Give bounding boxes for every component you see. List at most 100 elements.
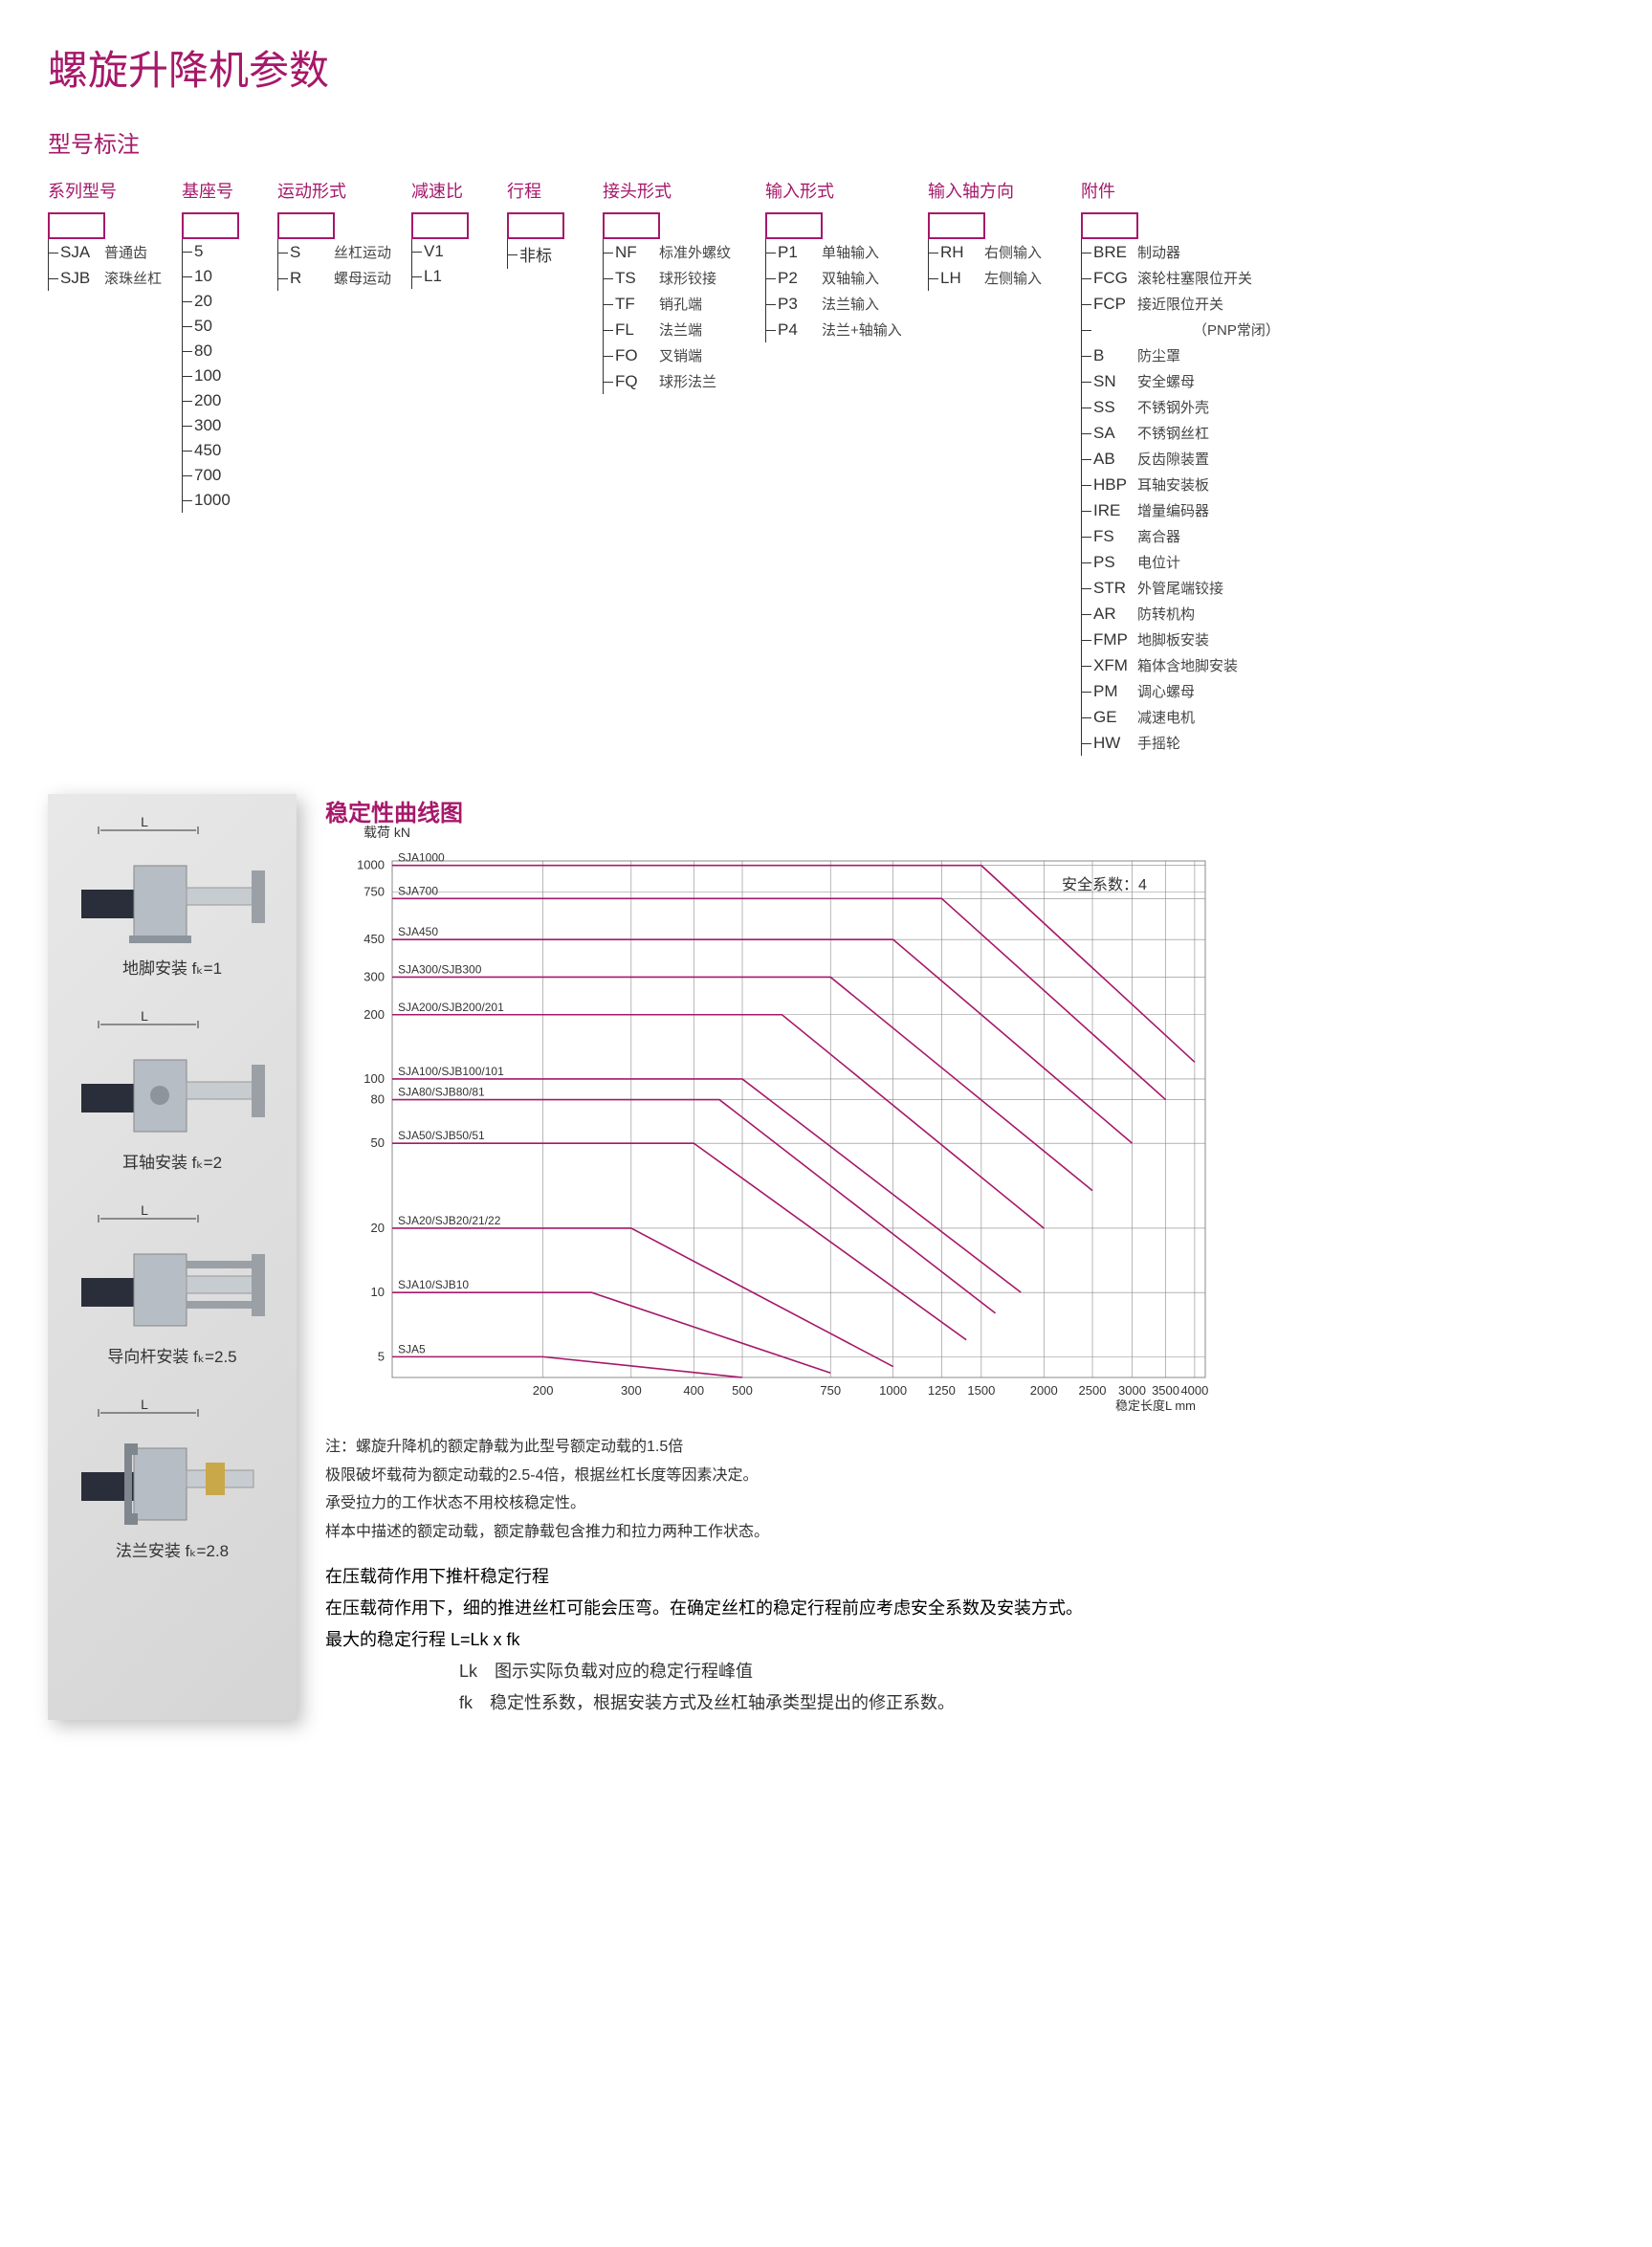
item-code: XFM (1093, 656, 1130, 675)
item-code: 10 (194, 267, 231, 286)
item-code: 50 (194, 317, 231, 336)
item-code: SN (1093, 372, 1130, 391)
svg-text:80: 80 (371, 1092, 385, 1107)
item-desc: 接近限位开关 (1137, 294, 1223, 314)
item-code: P3 (778, 295, 814, 314)
column-header: 运动形式 (277, 178, 392, 203)
svg-text:500: 500 (732, 1383, 753, 1398)
svg-text:1000: 1000 (879, 1383, 907, 1398)
item-desc: （PNP常闭） (1193, 319, 1280, 340)
column-item: 10 (194, 264, 258, 289)
column-item: FO 叉销端 (615, 342, 746, 368)
item-code: PS (1093, 553, 1130, 572)
column-item: 100 (194, 363, 258, 388)
column-item: TS球形铰接 (615, 265, 746, 291)
column-header: 基座号 (182, 178, 258, 203)
svg-text:2500: 2500 (1079, 1383, 1107, 1398)
column-item: SN安全螺母 (1093, 368, 1280, 394)
column-item: NF标准外螺纹 (615, 239, 746, 265)
column-item: 200 (194, 388, 258, 413)
column-item: P4法兰+轴输入 (778, 317, 909, 342)
mount-item: L导向杆安装 fₖ=2.5 (57, 1201, 287, 1367)
item-desc: 箱体含地脚安装 (1137, 655, 1238, 675)
column-item: FQ 球形法兰 (615, 368, 746, 394)
item-desc: 普通齿 (104, 242, 147, 262)
column-item: 20 (194, 289, 258, 314)
item-code: LH (940, 269, 977, 288)
column-item: SJA普通齿 (60, 239, 163, 265)
model-column: 减速比V1L1 (411, 178, 488, 289)
svg-text:SJA20/SJB20/21/22: SJA20/SJB20/21/22 (398, 1214, 501, 1227)
item-desc: 法兰+轴输入 (822, 319, 902, 340)
item-code: L1 (424, 267, 460, 286)
svg-text:20: 20 (371, 1221, 385, 1235)
item-desc: 法兰输入 (822, 294, 879, 314)
svg-text:安全系数：4: 安全系数：4 (1062, 876, 1147, 893)
column-header: 系列型号 (48, 178, 163, 203)
chart-notes: 注：螺旋升降机的额定静载为此型号额定动载的1.5倍 极限破坏载荷为额定动载的2.… (325, 1435, 1604, 1716)
item-code: 1000 (194, 491, 231, 510)
mount-item: L法兰安装 fₖ=2.8 (57, 1396, 287, 1561)
item-code: FO (615, 346, 651, 365)
item-desc: 地脚板安装 (1137, 629, 1209, 650)
item-desc: 离合器 (1137, 526, 1180, 546)
svg-text:2000: 2000 (1030, 1383, 1058, 1398)
column-item: STR外管尾端铰接 (1093, 575, 1280, 601)
item-desc: 丝杠运动 (334, 242, 391, 262)
note2-line-1: 在压载荷作用下推杆稳定行程 (325, 1563, 1604, 1591)
chart-title: 稳定性曲线图 (325, 794, 1604, 827)
column-item: TF销孔端 (615, 291, 746, 317)
svg-text:300: 300 (363, 969, 385, 983)
item-code: SA (1093, 424, 1130, 443)
item-code: HBP (1093, 475, 1130, 495)
column-slot-box (182, 212, 239, 239)
item-code: STR (1093, 579, 1130, 598)
item-desc: 防转机构 (1137, 604, 1195, 624)
mounting-panel: L 地脚安装 fₖ=1 L耳轴安装 fₖ=2 L导向杆安装 fₖ=2.5 L法兰安装 f… (48, 794, 297, 1720)
column-item: B防尘罩 (1093, 342, 1280, 368)
item-code: SS (1093, 398, 1130, 417)
item-desc: 不锈钢外壳 (1137, 397, 1209, 417)
item-code: PM (1093, 682, 1130, 701)
mount-label: 地脚安装 fₖ=1 (57, 955, 287, 979)
svg-text:750: 750 (363, 885, 385, 899)
item-code: IRE (1093, 501, 1130, 520)
mount-diagram: L (72, 813, 273, 947)
column-item: 80 (194, 339, 258, 363)
item-code: AR (1093, 605, 1130, 624)
model-column: 附件BRE制动器FCG滚轮柱塞限位开关FCP接近限位开关（PNP常闭）B防尘罩S… (1081, 178, 1280, 756)
svg-text:SJA300/SJB300: SJA300/SJB300 (398, 962, 482, 976)
svg-text:750: 750 (820, 1383, 841, 1398)
chart-y-unit: 载荷 kN (363, 823, 410, 842)
item-code: SJB (60, 269, 97, 288)
item-desc: 防尘罩 (1137, 345, 1180, 365)
item-desc: 增量编码器 (1137, 500, 1209, 520)
stability-chart: 载荷 kN 2003004005007501000125015002000250… (325, 842, 1604, 1416)
svg-text:10: 10 (371, 1285, 385, 1299)
column-item: SA 不锈钢丝杠 (1093, 420, 1280, 446)
column-item: L1 (424, 264, 488, 289)
item-desc: 滚珠丝杠 (104, 268, 162, 288)
column-item: HW手摇轮 (1093, 730, 1280, 756)
item-code: FQ (615, 372, 651, 391)
item-code: AB (1093, 450, 1130, 469)
item-desc: 反齿隙装置 (1137, 449, 1209, 469)
mount-label: 耳轴安装 fₖ=2 (57, 1149, 287, 1173)
model-column: 运动形式S丝杠运动R螺母运动 (277, 178, 392, 291)
item-code: 非标 (519, 242, 556, 266)
svg-text:SJA80/SJB80/81: SJA80/SJB80/81 (398, 1086, 485, 1099)
column-slot-box (411, 212, 469, 239)
item-desc: 制动器 (1137, 242, 1180, 262)
item-desc: 球形法兰 (659, 371, 716, 391)
mount-item: L耳轴安装 fₖ=2 (57, 1007, 287, 1173)
item-desc: 电位计 (1137, 552, 1180, 572)
item-desc: 叉销端 (659, 345, 702, 365)
svg-text:SJA450: SJA450 (398, 925, 438, 938)
column-item: P2双轴输入 (778, 265, 909, 291)
page-title: 螺旋升降机参数 (48, 38, 1604, 97)
item-desc: 销孔端 (659, 294, 702, 314)
column-item: R螺母运动 (290, 265, 392, 291)
item-desc: 不锈钢丝杠 (1137, 423, 1209, 443)
column-item: 450 (194, 438, 258, 463)
svg-text:SJA100/SJB100/101: SJA100/SJB100/101 (398, 1065, 504, 1078)
